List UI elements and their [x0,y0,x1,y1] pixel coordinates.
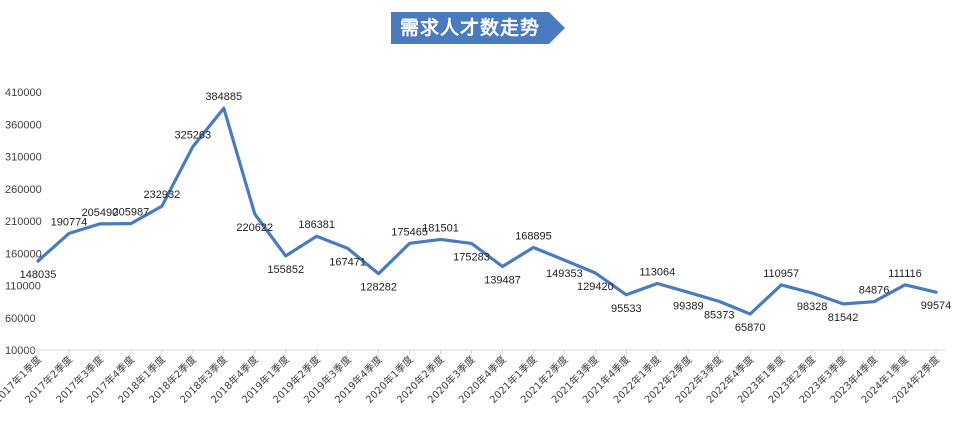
data-label: 111116 [888,268,921,280]
y-tick-label: 260000 [5,184,42,196]
data-label: 168895 [515,231,552,243]
chart-title: 需求人才数走势 [399,17,540,39]
data-label: 149353 [546,268,583,280]
data-label: 99574 [921,300,952,312]
y-tick-label: 310000 [5,152,42,164]
data-label: 205987 [113,207,150,219]
data-label: 81542 [828,312,859,324]
data-label: 325263 [174,130,211,142]
y-axis: 10000 60000 110000 160000 210000 260000 310000… [5,87,42,357]
data-label: 139487 [484,274,521,286]
y-tick-label: 10000 [5,345,36,357]
data-label: 148035 [20,269,57,281]
title-banner [391,12,565,44]
data-label: 128282 [360,282,397,294]
data-label: 181501 [422,222,459,234]
data-label: 155852 [267,264,304,276]
data-label: 99389 [673,300,704,312]
data-label: 113064 [639,267,675,279]
y-tick-label: 360000 [5,119,42,131]
y-tick-label: 210000 [5,216,42,228]
data-label: 175465 [391,226,428,238]
y-tick-label: 410000 [5,87,42,99]
x-axis: 2017年1季度2017年2季度2017年3季度2017年4季度2018年1季度… [0,349,946,406]
y-tick-label: 110000 [5,281,41,293]
data-label: 232932 [144,189,181,201]
data-label: 84876 [859,285,890,297]
data-label: 95533 [611,303,642,315]
series-line-group [36,106,938,316]
data-label: 384885 [205,91,242,103]
data-label: 190774 [51,216,88,228]
data-label: 65870 [735,322,766,334]
data-label: 85373 [704,309,735,321]
y-tick-label: 160000 [5,248,42,260]
series-line [36,106,938,316]
data-label: 205490 [82,207,119,219]
data-label: 186381 [298,219,335,231]
data-label: 129420 [577,281,614,293]
data-label: 110957 [763,268,799,280]
data-label: 220622 [236,222,273,234]
data-label: 175283 [453,251,490,263]
y-tick-label: 60000 [5,313,36,325]
data-label: 167471 [329,256,366,268]
data-label: 98328 [797,301,828,313]
